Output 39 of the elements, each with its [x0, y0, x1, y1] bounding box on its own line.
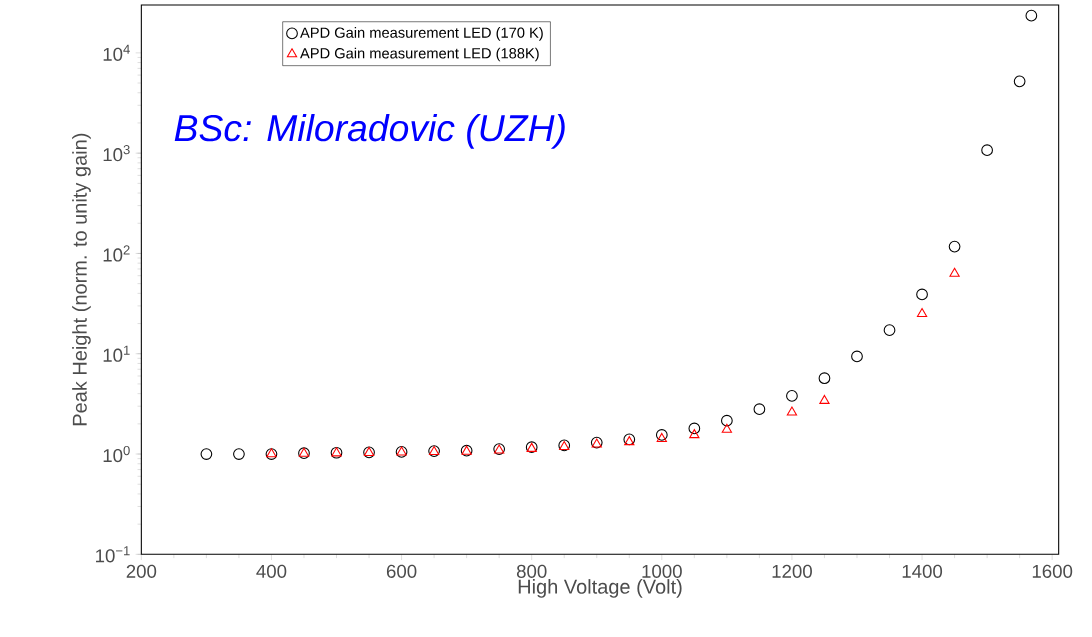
- point: [818, 372, 831, 385]
- point: [916, 288, 928, 301]
- point: [689, 429, 700, 439]
- y-tick-label: 10$^{−1}$: [96, 546, 130, 563]
- point: [753, 403, 766, 416]
- x-tick-label: 200: [126, 564, 157, 578]
- point: [786, 406, 798, 416]
- point: [851, 350, 863, 363]
- point: [721, 423, 733, 433]
- point: [721, 414, 733, 427]
- x-axis-title: High Voltage (Volt): [518, 579, 682, 598]
- y-tick-label: 10$^{2}$: [103, 245, 130, 262]
- y-axis-title: Peak Height (norm. to unity gain): [72, 133, 91, 426]
- point: [916, 307, 928, 318]
- x-tick-label: 600: [386, 564, 417, 578]
- point: [883, 324, 896, 336]
- annotation: BSc: Miloradovic (UZH): [174, 113, 565, 149]
- point: [233, 448, 245, 460]
- y-tick-label: 10$^{4}$: [103, 44, 130, 61]
- x-tick-label: 1000: [642, 564, 682, 578]
- y-tick-label: 10$^{1}$: [103, 345, 130, 362]
- y-tick-label: 10$^{3}$: [103, 145, 130, 162]
- legend-label: APD Gain measurement LED (170 K): [300, 27, 543, 41]
- y-tick-label: 10$^{0}$: [103, 445, 130, 463]
- x-tick-label: 1600: [1032, 564, 1073, 578]
- x-tick-label: 400: [256, 564, 287, 578]
- point: [688, 422, 701, 435]
- point: [948, 240, 961, 253]
- x-tick-label: 1400: [902, 564, 943, 578]
- point: [819, 394, 830, 404]
- point: [786, 390, 798, 402]
- x-tick-label: 800: [516, 564, 547, 578]
- point: [1013, 75, 1026, 88]
- point: [200, 448, 213, 460]
- point: [1025, 9, 1038, 22]
- x-tick-label: 1200: [772, 564, 812, 578]
- legend-label: APD Gain measurement LED (188K): [300, 47, 539, 62]
- point: [949, 267, 960, 277]
- point: [981, 144, 993, 157]
